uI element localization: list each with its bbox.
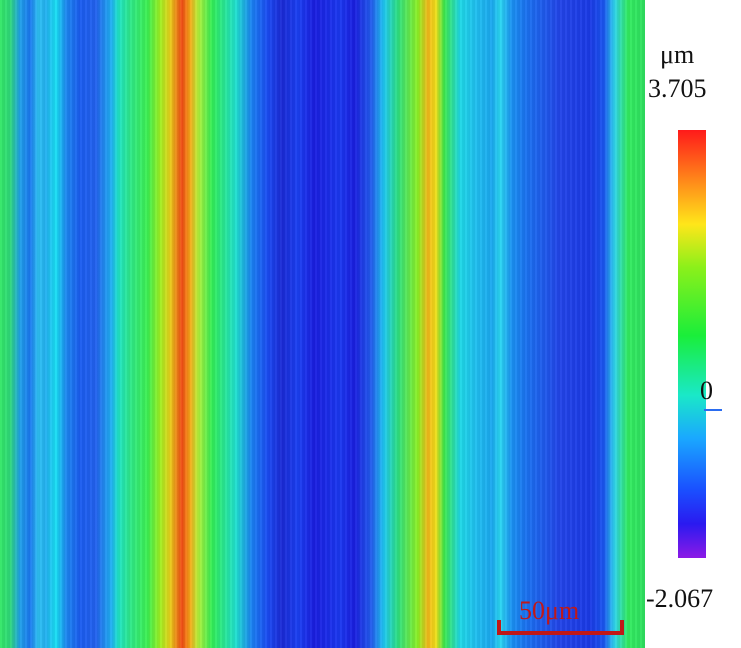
scale-bar-left-cap <box>497 620 501 635</box>
scale-bar-right-cap <box>620 620 624 635</box>
colorbar-max-label: 3.705 <box>648 74 707 103</box>
colorbar-zero-tick <box>704 409 722 411</box>
scale-bar-label: 50μm <box>519 596 580 625</box>
colorbar-unit-label: μm <box>660 40 695 69</box>
scale-bar <box>497 631 624 635</box>
colorbar-min-label: -2.067 <box>646 584 714 613</box>
surface-height-map <box>0 0 645 648</box>
colorbar-zero-label: 0 <box>700 376 713 405</box>
colorbar <box>678 130 706 558</box>
